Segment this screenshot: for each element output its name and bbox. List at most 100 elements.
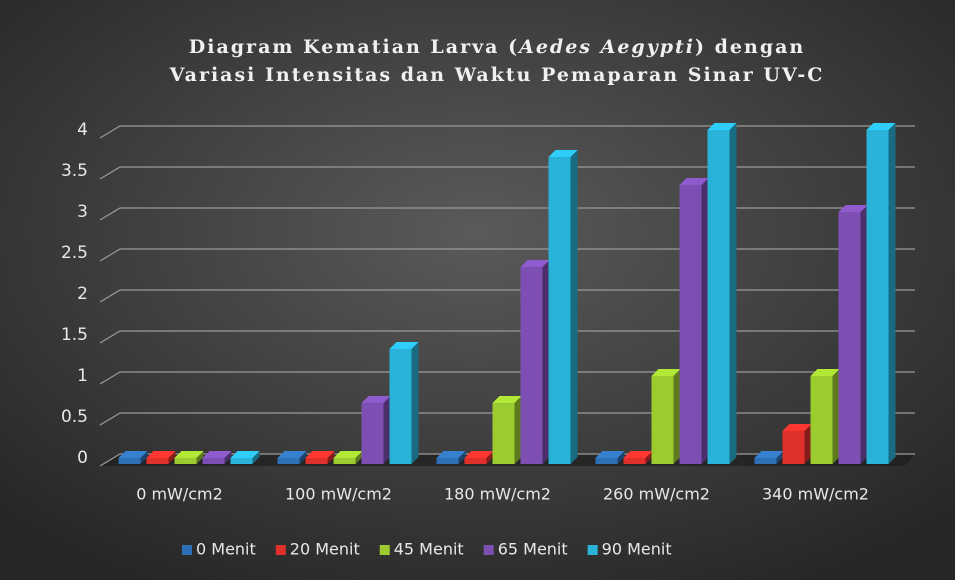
bar-face bbox=[492, 396, 522, 404]
bar-face bbox=[754, 458, 777, 464]
bar-face bbox=[436, 458, 459, 464]
y-tick-label: 3 bbox=[77, 202, 88, 222]
bar-face bbox=[707, 123, 737, 130]
bar-face bbox=[866, 123, 896, 130]
bar-face bbox=[651, 376, 674, 464]
bar bbox=[146, 451, 176, 464]
bar-face bbox=[146, 451, 176, 458]
bar-face bbox=[118, 451, 148, 458]
bar-face bbox=[333, 451, 363, 458]
legend-swatch bbox=[275, 545, 286, 555]
bar-face bbox=[679, 184, 702, 464]
bar-face bbox=[305, 458, 328, 464]
bar-face bbox=[168, 451, 176, 464]
bar-face bbox=[701, 177, 709, 464]
bar-face bbox=[333, 458, 356, 464]
bar-face bbox=[617, 451, 625, 464]
bar-face bbox=[866, 130, 889, 464]
bar bbox=[679, 177, 709, 464]
y-tick-label: 2 bbox=[77, 284, 88, 304]
bar-face bbox=[174, 451, 204, 458]
bar-face bbox=[464, 458, 487, 464]
y-tick-label: 0 bbox=[77, 448, 88, 468]
bar-face bbox=[389, 348, 412, 464]
bar-face bbox=[383, 396, 391, 464]
bar-face bbox=[838, 212, 861, 464]
bar-face bbox=[492, 403, 515, 464]
bar-face bbox=[707, 130, 730, 464]
x-tick-label: 180 mW/cm2 bbox=[444, 485, 551, 504]
y-tick-label: 1 bbox=[77, 366, 88, 386]
chart-title: Variasi Intensitas dan Waktu Pemaparan S… bbox=[169, 64, 825, 86]
bar-face bbox=[729, 123, 737, 464]
x-tick-label: 260 mW/cm2 bbox=[603, 485, 710, 504]
bar bbox=[492, 396, 522, 464]
legend-swatch bbox=[379, 545, 390, 555]
bar bbox=[230, 451, 260, 464]
bar bbox=[651, 369, 681, 464]
bar-face bbox=[202, 458, 225, 464]
legend-label: 90 Menit bbox=[602, 540, 672, 559]
bar-face bbox=[520, 266, 543, 464]
legend-swatch bbox=[483, 545, 494, 555]
bar-face bbox=[860, 205, 868, 464]
bar bbox=[333, 451, 363, 464]
bar-face bbox=[888, 123, 896, 464]
legend-swatch bbox=[587, 545, 598, 555]
y-tick-label: 4 bbox=[77, 120, 88, 140]
x-tick-label: 340 mW/cm2 bbox=[762, 485, 869, 504]
bar-face bbox=[389, 341, 419, 349]
bar-face bbox=[832, 369, 840, 464]
bar bbox=[754, 451, 784, 464]
chart-title: Diagram Kematian Larva (Aedes Aegypti) d… bbox=[189, 36, 805, 58]
grid-line bbox=[99, 330, 915, 344]
bar-face bbox=[645, 451, 653, 464]
y-tick-label: 3.5 bbox=[61, 161, 88, 181]
bar-face bbox=[140, 451, 148, 464]
grid-line bbox=[99, 166, 915, 180]
bar-face bbox=[548, 150, 578, 158]
bar-face bbox=[810, 376, 833, 464]
bar-face bbox=[299, 451, 307, 464]
bar bbox=[277, 451, 307, 464]
legend-label: 45 Menit bbox=[394, 540, 464, 559]
x-tick-label: 0 mW/cm2 bbox=[136, 485, 223, 504]
bar-face bbox=[327, 451, 335, 464]
bar-face bbox=[118, 458, 141, 464]
bar-face bbox=[458, 451, 466, 464]
bar bbox=[623, 451, 653, 464]
bar bbox=[595, 451, 625, 464]
grid-line bbox=[99, 125, 915, 139]
bar-face bbox=[361, 396, 391, 404]
bar bbox=[838, 205, 868, 464]
bar-face bbox=[623, 458, 646, 464]
bar bbox=[548, 150, 578, 464]
bar bbox=[520, 259, 550, 464]
bar-face bbox=[436, 451, 466, 458]
bar-face bbox=[230, 451, 260, 458]
bar-face bbox=[361, 403, 384, 464]
legend-label: 0 Menit bbox=[196, 540, 256, 559]
legend-swatch bbox=[182, 545, 192, 555]
bar-face bbox=[782, 423, 812, 431]
bar-face bbox=[651, 369, 681, 376]
bar-face bbox=[230, 458, 253, 464]
bar-face bbox=[595, 451, 625, 458]
legend-label: 20 Menit bbox=[290, 540, 360, 559]
bar-face bbox=[277, 451, 307, 458]
bar-face bbox=[196, 451, 204, 464]
bar-face bbox=[202, 451, 232, 458]
bar bbox=[810, 369, 840, 464]
y-tick-label: 1.5 bbox=[61, 325, 88, 345]
bar-face bbox=[277, 458, 300, 464]
bar-face bbox=[679, 177, 709, 185]
bar-face bbox=[252, 451, 260, 464]
bar-face bbox=[514, 396, 522, 464]
bar-face bbox=[570, 150, 578, 464]
bar-face bbox=[776, 451, 784, 464]
grid-line bbox=[99, 412, 915, 426]
grid-line bbox=[99, 248, 915, 262]
bar bbox=[436, 451, 466, 464]
bar bbox=[118, 451, 148, 464]
y-tick-label: 0.5 bbox=[61, 407, 88, 427]
